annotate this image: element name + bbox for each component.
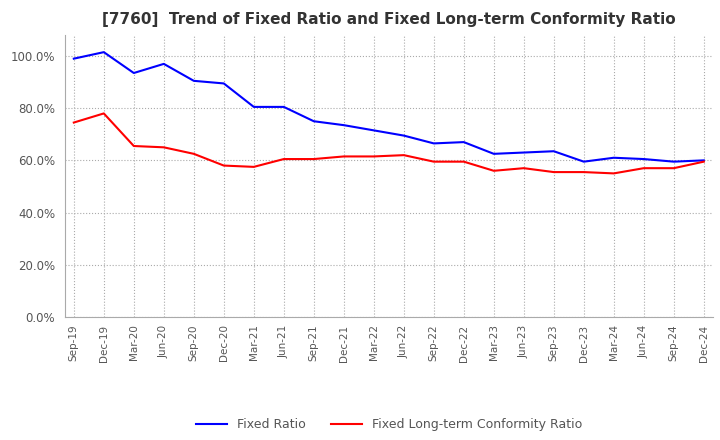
Fixed Ratio xyxy=(699,158,708,163)
Fixed Ratio xyxy=(369,128,378,133)
Fixed Ratio xyxy=(670,159,678,164)
Fixed Ratio xyxy=(429,141,438,146)
Fixed Long-term Conformity Ratio xyxy=(130,143,138,149)
Fixed Long-term Conformity Ratio xyxy=(369,154,378,159)
Fixed Long-term Conformity Ratio xyxy=(639,165,648,171)
Fixed Long-term Conformity Ratio xyxy=(69,120,78,125)
Fixed Long-term Conformity Ratio xyxy=(250,164,258,169)
Fixed Long-term Conformity Ratio xyxy=(310,156,318,161)
Fixed Long-term Conformity Ratio xyxy=(160,145,168,150)
Fixed Long-term Conformity Ratio xyxy=(490,168,498,173)
Fixed Long-term Conformity Ratio xyxy=(189,151,198,157)
Fixed Ratio xyxy=(189,78,198,84)
Fixed Ratio xyxy=(69,56,78,61)
Fixed Ratio xyxy=(490,151,498,157)
Fixed Long-term Conformity Ratio xyxy=(670,165,678,171)
Fixed Ratio xyxy=(250,104,258,110)
Fixed Long-term Conformity Ratio xyxy=(519,165,528,171)
Fixed Ratio xyxy=(400,133,408,138)
Fixed Long-term Conformity Ratio xyxy=(400,153,408,158)
Fixed Long-term Conformity Ratio xyxy=(429,159,438,164)
Title: [7760]  Trend of Fixed Ratio and Fixed Long-term Conformity Ratio: [7760] Trend of Fixed Ratio and Fixed Lo… xyxy=(102,12,675,27)
Fixed Long-term Conformity Ratio xyxy=(220,163,228,168)
Fixed Ratio xyxy=(160,61,168,66)
Fixed Ratio xyxy=(609,155,618,161)
Fixed Ratio xyxy=(519,150,528,155)
Fixed Ratio xyxy=(310,119,318,124)
Line: Fixed Long-term Conformity Ratio: Fixed Long-term Conformity Ratio xyxy=(73,114,703,173)
Fixed Long-term Conformity Ratio xyxy=(99,111,108,116)
Fixed Long-term Conformity Ratio xyxy=(340,154,348,159)
Fixed Ratio xyxy=(130,70,138,76)
Fixed Long-term Conformity Ratio xyxy=(609,171,618,176)
Fixed Ratio xyxy=(549,149,558,154)
Fixed Long-term Conformity Ratio xyxy=(699,159,708,164)
Fixed Long-term Conformity Ratio xyxy=(580,169,588,175)
Fixed Ratio xyxy=(459,139,468,145)
Fixed Long-term Conformity Ratio xyxy=(549,169,558,175)
Fixed Ratio xyxy=(340,122,348,128)
Line: Fixed Ratio: Fixed Ratio xyxy=(73,52,703,161)
Fixed Long-term Conformity Ratio xyxy=(279,156,288,161)
Fixed Ratio xyxy=(580,159,588,164)
Fixed Ratio xyxy=(639,156,648,161)
Fixed Ratio xyxy=(279,104,288,110)
Fixed Ratio xyxy=(220,81,228,86)
Fixed Ratio xyxy=(99,50,108,55)
Fixed Long-term Conformity Ratio xyxy=(459,159,468,164)
Legend: Fixed Ratio, Fixed Long-term Conformity Ratio: Fixed Ratio, Fixed Long-term Conformity … xyxy=(191,413,587,436)
